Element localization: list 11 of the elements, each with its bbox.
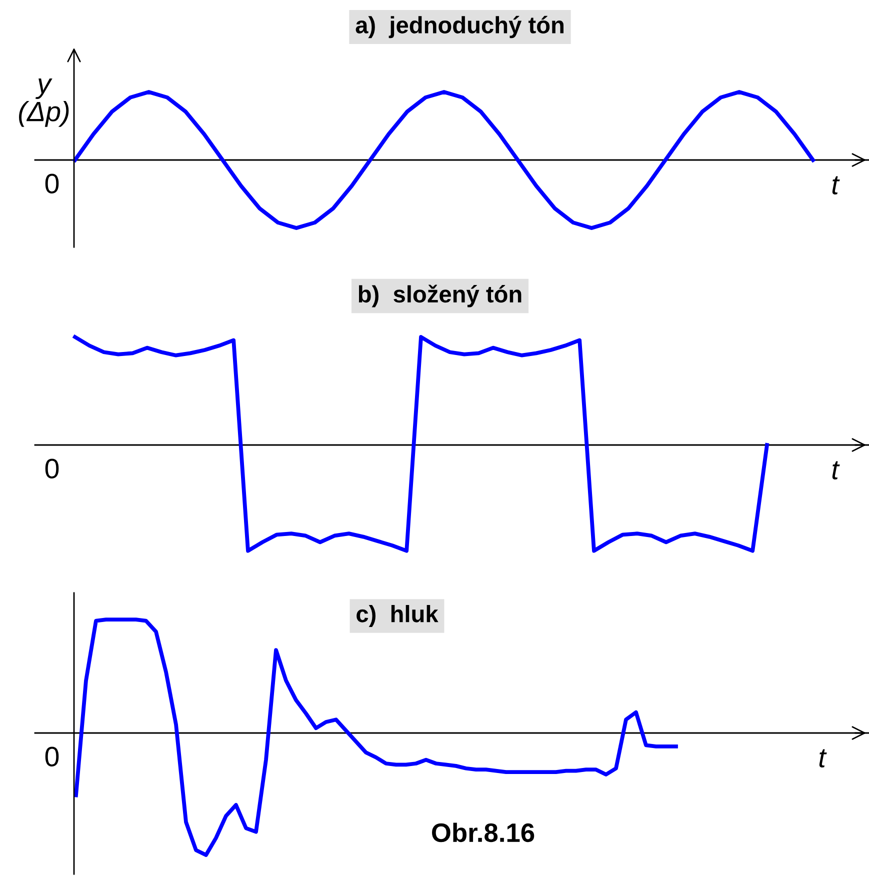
x-axis-title: t [819, 749, 827, 768]
x-axis-title: t [832, 461, 840, 480]
chart-title: a) jednoduchý tón [356, 16, 564, 38]
chart-title: b) složený tón [358, 284, 522, 308]
annotation: Obr.8.16 [432, 822, 534, 842]
text: 0 [45, 174, 59, 194]
y-axis-title: y (Δp) [19, 78, 69, 127]
text: 0 [45, 458, 59, 478]
chart-title: c) hluk [356, 604, 438, 628]
text: 0 [45, 746, 59, 766]
x-axis-title: t [832, 176, 840, 194]
